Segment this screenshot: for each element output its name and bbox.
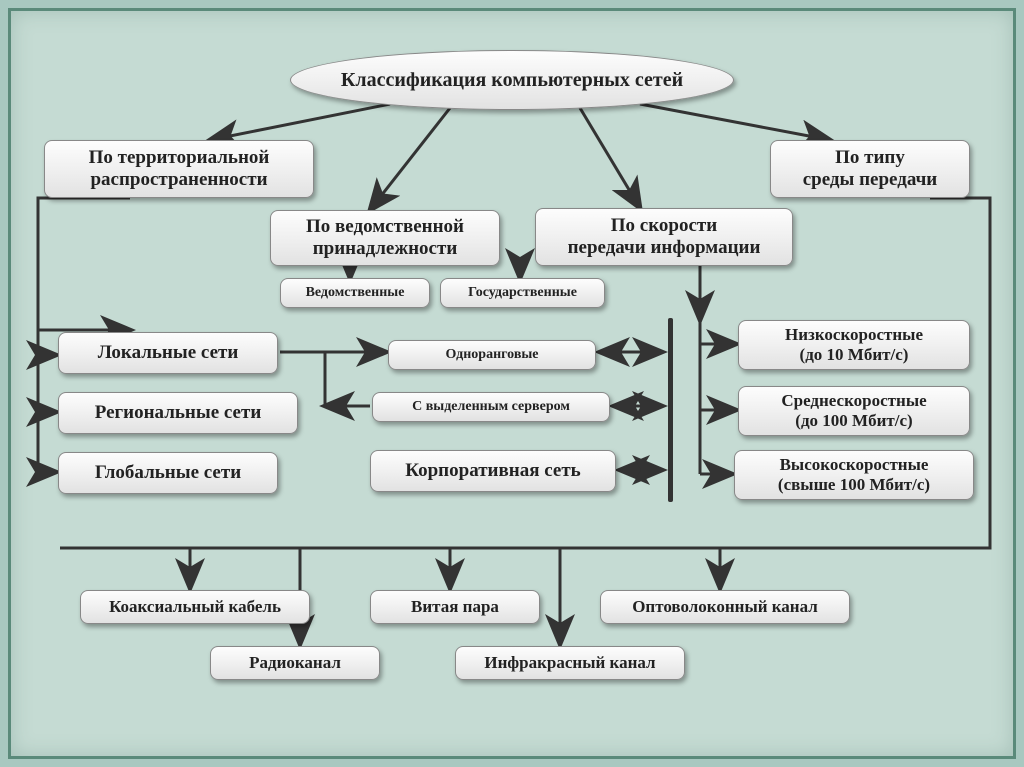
node-cat_speed: По скоростипередачи информации	[535, 208, 793, 266]
node-p2p: Одноранговые	[388, 340, 596, 370]
node-radio: Радиоканал	[210, 646, 380, 680]
node-cat_vedom: По ведомственнойпринадлежности	[270, 210, 500, 266]
node-spd_mid: Среднескоростные(до 100 Мбит/с)	[738, 386, 970, 436]
node-spd_hi: Высокоскоростные(свыше 100 Мбит/с)	[734, 450, 974, 500]
node-spd_low: Низкоскоростные(до 10 Мбит/с)	[738, 320, 970, 370]
node-ir: Инфракрасный канал	[455, 646, 685, 680]
node-vedom_b: Государственные	[440, 278, 605, 308]
node-reg: Региональные сети	[58, 392, 298, 434]
node-cat_terr: По территориальнойраспространенности	[44, 140, 314, 198]
node-coax: Коаксиальный кабель	[80, 590, 310, 624]
node-root: Классификация компьютерных сетей	[290, 50, 734, 110]
node-cat_media: По типусреды передачи	[770, 140, 970, 198]
node-srv: С выделенным сервером	[372, 392, 610, 422]
node-vedom_a: Ведомственные	[280, 278, 430, 308]
node-tp: Витая пара	[370, 590, 540, 624]
node-fiber: Оптоволоконный канал	[600, 590, 850, 624]
node-glob: Глобальные сети	[58, 452, 278, 494]
speed-connector-bar	[668, 318, 673, 502]
node-loc: Локальные сети	[58, 332, 278, 374]
node-corp: Корпоративная сеть	[370, 450, 616, 492]
